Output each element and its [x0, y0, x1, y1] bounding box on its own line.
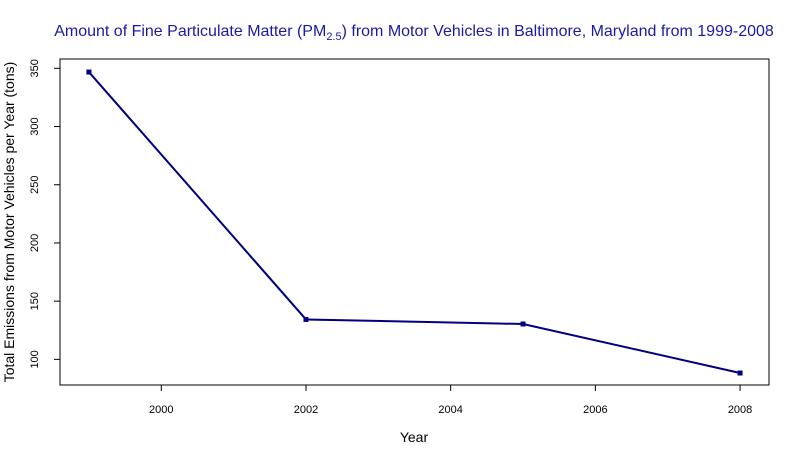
plot-frame	[59, 58, 770, 386]
y-tick-label: 300	[29, 117, 41, 135]
y-tick-label: 200	[29, 234, 41, 252]
y-axis-label: Total Emissions from Motor Vehicles per …	[1, 62, 17, 383]
data-point	[303, 316, 309, 322]
chart-title: Amount of Fine Particulate Matter (PM2.5…	[54, 23, 774, 43]
x-tick-label: 2000	[149, 404, 173, 416]
y-tick-label: 350	[29, 59, 41, 77]
series-line	[88, 71, 741, 374]
x-axis-label: Year	[400, 429, 429, 445]
series-emissions	[86, 69, 743, 376]
data-point	[737, 370, 743, 376]
data-point	[86, 69, 92, 75]
data-point	[520, 321, 526, 327]
x-tick-label: 2008	[728, 404, 752, 416]
y-axis: 100 150 200 250 300 350	[29, 59, 60, 369]
y-tick-label: 100	[29, 350, 41, 368]
x-tick-label: 2004	[438, 404, 462, 416]
y-tick-label: 150	[29, 292, 41, 310]
x-axis: 2000 2002 2004 2006 2008	[149, 385, 752, 416]
chart-title-main: Amount of Fine Particulate Matter (PM	[54, 23, 326, 40]
x-tick-label: 2002	[294, 404, 318, 416]
chart-title-subscript: 2.5	[326, 31, 341, 43]
chart-title-rest: ) from Motor Vehicles in Baltimore, Mary…	[342, 23, 774, 40]
x-tick-label: 2006	[583, 404, 607, 416]
y-tick-label: 250	[29, 176, 41, 194]
